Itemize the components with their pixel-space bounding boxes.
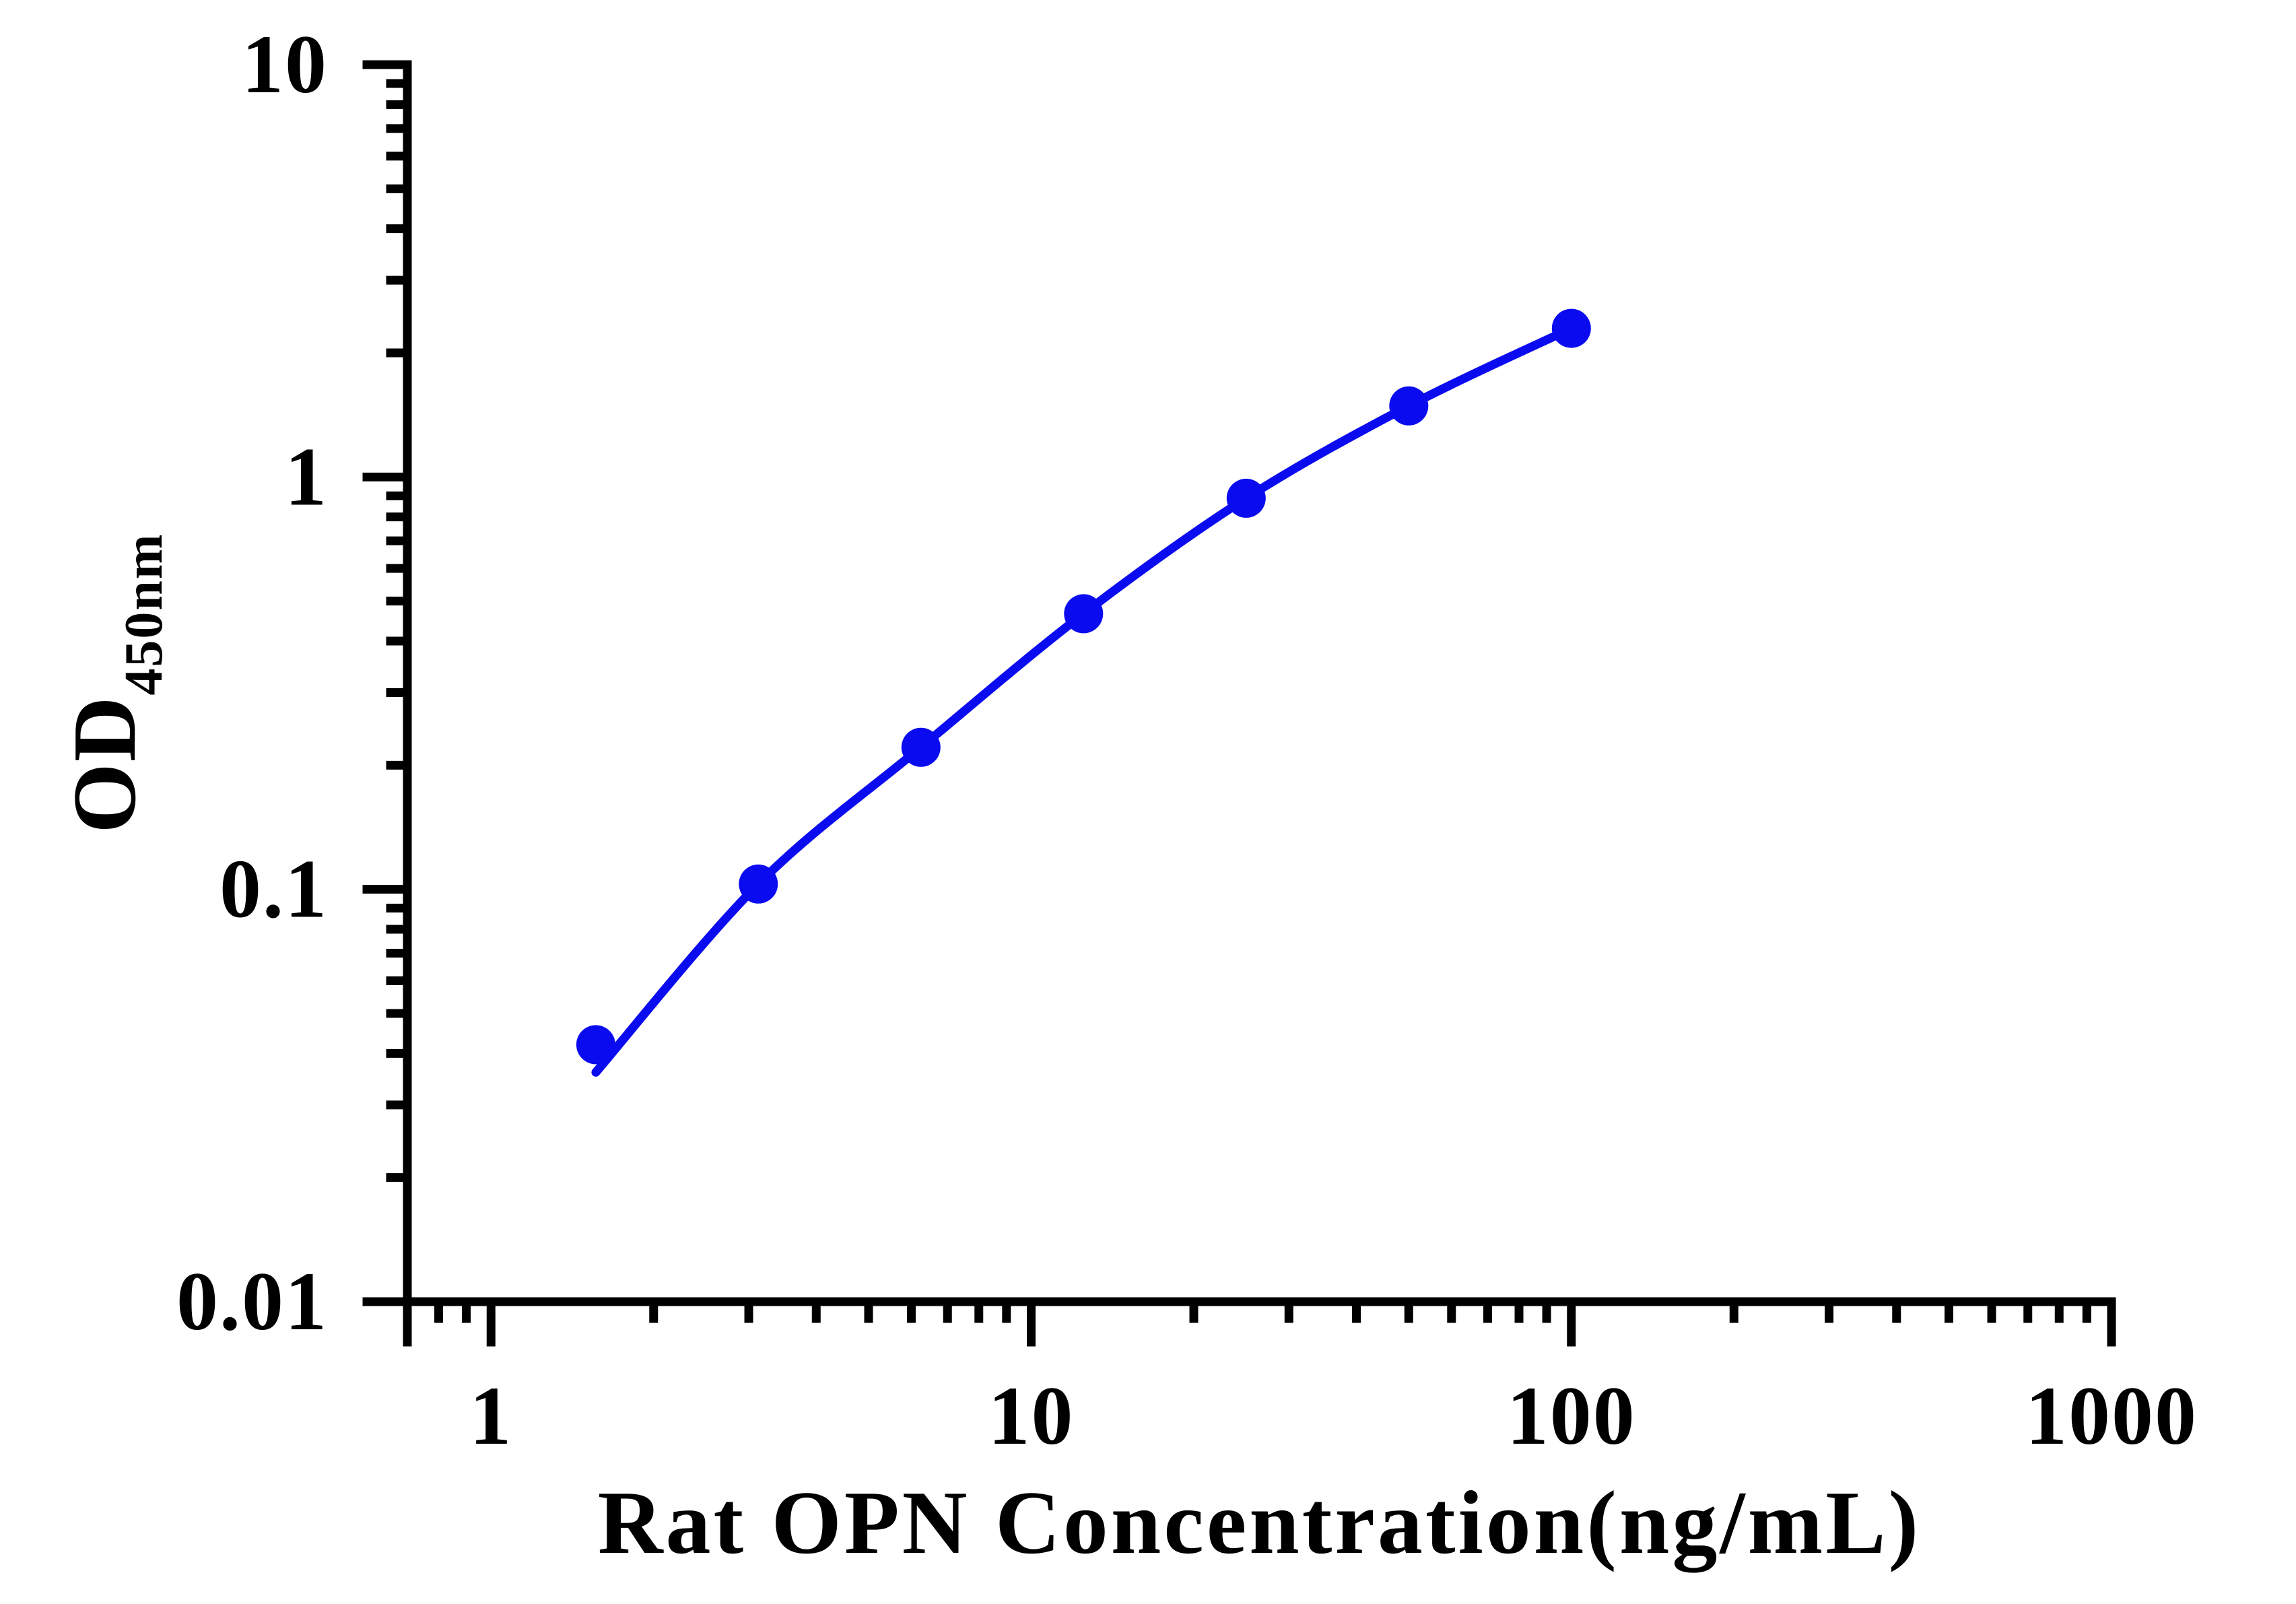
- y-axis-tick-label: 10: [242, 18, 328, 110]
- x-axis: 1 10 100 1000: [403, 1297, 2198, 1462]
- x-axis-tick-label: 1000: [2025, 1370, 2198, 1462]
- data-point-marker: [1551, 308, 1591, 348]
- fit-curve-group: [591, 324, 1576, 1077]
- data-point-marker: [739, 864, 778, 904]
- y-axis-title-subscript: 450nm: [114, 533, 174, 695]
- y-axis-title: OD450nm: [55, 533, 174, 833]
- data-point-marker: [576, 1025, 615, 1065]
- x-axis-tick-label: 100: [1507, 1370, 1636, 1462]
- x-axis-tick-label: 10: [988, 1370, 1075, 1462]
- data-point-marker: [1226, 478, 1266, 518]
- data-point-marker: [1389, 386, 1429, 426]
- y-axis-ticks: [362, 60, 407, 1306]
- y-axis-title-main: OD: [55, 696, 154, 834]
- data-point-marker: [1064, 594, 1104, 634]
- data-markers-group: [576, 308, 1591, 1065]
- y-axis-tick-label: 0.1: [220, 843, 328, 935]
- x-axis-tick-labels: 1 10 100 1000: [469, 1370, 2198, 1462]
- x-axis-ticks: [434, 1302, 2116, 1347]
- y-axis-tick-label: 1: [285, 430, 328, 523]
- y-axis-tick-labels: 0.01 0.1 1 10: [176, 18, 328, 1347]
- x-axis-tick-label: 1: [469, 1370, 512, 1462]
- x-axis-title: Rat OPN Concentration(ng/mL): [598, 1473, 1922, 1573]
- y-axis: 0.01 0.1 1 10: [176, 18, 412, 1347]
- y-axis-tick-label: 0.01: [176, 1255, 328, 1347]
- data-point-marker: [901, 727, 941, 767]
- fit-curve: [591, 324, 1576, 1077]
- series-standard-curve: [576, 308, 1591, 1077]
